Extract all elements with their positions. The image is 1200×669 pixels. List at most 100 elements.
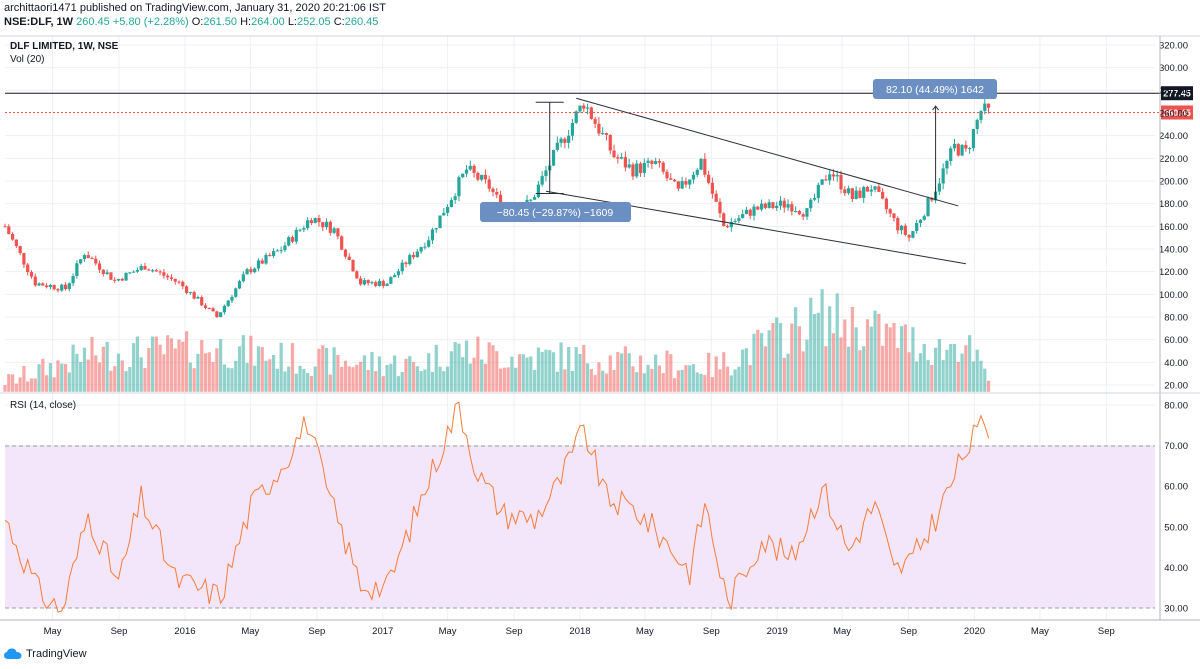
key-level-label: 260.45: [1163, 108, 1191, 118]
price-axis-tick: 220.00: [1159, 154, 1188, 165]
time-axis-tick: 2019: [767, 626, 788, 637]
candle-body: [181, 281, 185, 287]
candle-body: [237, 281, 242, 289]
candle-body: [464, 169, 469, 174]
volume-bar: [480, 359, 484, 392]
volume-bar: [707, 352, 711, 392]
candle-body: [33, 276, 37, 286]
volume-bar: [510, 356, 514, 392]
candle-body: [540, 176, 544, 185]
candle-body: [211, 308, 215, 312]
measure-up-arrow: [932, 105, 939, 111]
volume-bar: [400, 372, 404, 392]
candle-body: [968, 148, 972, 150]
candle-body: [877, 186, 881, 192]
volume-bar: [506, 367, 510, 392]
volume-bar: [782, 357, 786, 392]
volume-bar: [234, 360, 238, 392]
candle-body: [14, 239, 18, 247]
candle-body: [71, 275, 75, 284]
volume-bar: [710, 377, 715, 392]
candle-body: [707, 174, 711, 183]
candle-body: [563, 138, 567, 143]
candle-body: [918, 219, 923, 224]
volume-bar: [245, 362, 249, 392]
volume-bar: [222, 364, 227, 392]
volume-bar: [691, 364, 696, 392]
candle-body: [343, 249, 348, 257]
candle-body: [903, 225, 907, 235]
candle-body: [135, 270, 140, 272]
volume-bar: [654, 354, 658, 392]
volume-bar: [631, 366, 635, 392]
footer-brand[interactable]: TradingView: [4, 648, 87, 660]
candle-body: [109, 272, 113, 280]
volume-bar: [302, 368, 306, 392]
volume-bar: [623, 346, 627, 392]
volume-bar: [657, 365, 662, 392]
volume-bar: [215, 348, 219, 392]
volume-bar: [854, 327, 858, 392]
candle-body: [41, 283, 45, 286]
candle-body: [241, 274, 245, 282]
volume-bar: [321, 345, 325, 392]
volume-bar: [181, 341, 185, 392]
volume-bar: [922, 344, 926, 392]
low-key: L:: [287, 16, 297, 28]
candle-body: [631, 164, 635, 177]
volume-bar: [952, 343, 957, 392]
candle-body: [56, 289, 60, 291]
volume-bar: [688, 365, 692, 392]
candle-body: [797, 211, 802, 215]
candle-body: [744, 209, 749, 215]
volume-bar: [812, 314, 817, 392]
volume-bar: [744, 348, 749, 392]
volume-bar: [472, 357, 476, 392]
candle-body: [37, 283, 41, 286]
volume-bar: [805, 339, 809, 392]
volume-bar: [188, 362, 192, 392]
candle-body: [279, 250, 283, 252]
volume-bar: [593, 375, 597, 392]
candle-body: [268, 254, 272, 257]
candle-body: [94, 258, 98, 264]
price-axis-tick: 280.00: [1159, 86, 1188, 97]
candle-body: [703, 158, 707, 175]
volume-bar: [597, 362, 601, 392]
candle-body: [657, 161, 662, 163]
volume-bar: [752, 333, 756, 392]
candle-body: [256, 260, 261, 269]
candle-body: [430, 229, 435, 241]
candle-body: [794, 211, 798, 213]
volume-bar: [427, 353, 431, 392]
volume-bar: [567, 346, 571, 392]
volume-bar: [801, 351, 805, 392]
channel-upper-line: [576, 97, 959, 207]
candle-body: [332, 228, 336, 233]
volume-bar: [71, 344, 75, 392]
candle-body: [177, 281, 181, 283]
candle-body: [355, 271, 359, 279]
volume-bar: [487, 342, 491, 392]
volume-bar: [324, 347, 329, 392]
volume-bar: [559, 342, 563, 392]
volume-bar: [616, 352, 620, 392]
volume-bar: [601, 370, 605, 392]
candle-body: [623, 157, 627, 168]
volume-bar: [135, 336, 140, 392]
volume-bar: [722, 352, 726, 392]
candle-body: [60, 284, 64, 291]
volume-bar: [60, 363, 64, 392]
candle-body: [654, 161, 658, 164]
low-value: 252.05: [297, 16, 331, 28]
volume-bar: [230, 368, 234, 392]
candle-body: [574, 111, 578, 123]
price-axis-tick: 260.00: [1159, 109, 1188, 120]
candle-body: [260, 260, 264, 264]
candle-body: [983, 103, 987, 112]
candle-body: [790, 204, 794, 212]
volume-bar: [824, 346, 828, 392]
candle-body: [949, 148, 953, 161]
candle-body: [362, 280, 366, 285]
